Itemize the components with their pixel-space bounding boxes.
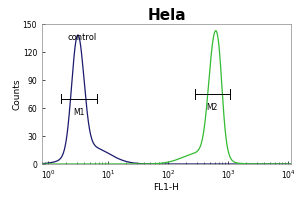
Text: control: control [67, 33, 97, 42]
X-axis label: FL1-H: FL1-H [154, 183, 179, 192]
Title: Hela: Hela [147, 8, 186, 23]
Y-axis label: Counts: Counts [12, 78, 21, 110]
Text: M2: M2 [207, 103, 218, 112]
Text: M1: M1 [74, 108, 85, 117]
